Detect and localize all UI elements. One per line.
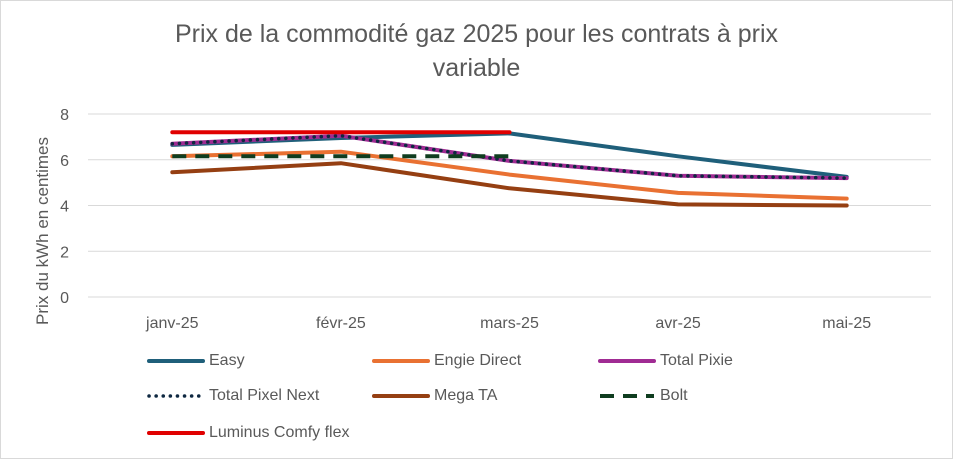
x-tick-label: mars-25 bbox=[480, 315, 539, 332]
legend-item-easy: Easy bbox=[147, 351, 245, 371]
x-tick-label: mai-25 bbox=[822, 315, 871, 332]
legend-swatch-luminus-comfy-flex bbox=[147, 431, 205, 435]
y-tick-label: 8 bbox=[60, 107, 69, 124]
chart-title-line-2: variable bbox=[432, 54, 521, 82]
legend-label: Luminus Comfy flex bbox=[209, 424, 350, 441]
legend-swatch-easy bbox=[147, 359, 205, 363]
legend-label: Easy bbox=[209, 352, 245, 369]
legend-swatch-bolt bbox=[600, 394, 654, 398]
legend-item-total-pixel-next: Total Pixel Next bbox=[147, 386, 319, 406]
y-tick-label: 4 bbox=[60, 199, 69, 216]
legend-label: Total Pixie bbox=[660, 352, 733, 369]
y-tick-label: 2 bbox=[60, 244, 69, 261]
series-line-mega-ta bbox=[170, 161, 849, 208]
y-axis-ticks: 0 2 4 6 8 bbox=[60, 107, 69, 307]
x-tick-label: janv-25 bbox=[145, 315, 199, 332]
legend-swatch-total-pixel-next bbox=[147, 394, 205, 398]
series-line-total-pixel-next bbox=[170, 133, 849, 180]
legend-label: Engie Direct bbox=[434, 352, 522, 369]
y-axis-label: Prix du kWh en centimes bbox=[33, 137, 52, 325]
legend-label: Mega TA bbox=[434, 387, 498, 404]
x-axis-ticks: janv-25 févr-25 mars-25 avr-25 mai-25 bbox=[145, 315, 871, 332]
y-tick-label: 0 bbox=[60, 290, 69, 307]
legend-swatch-total-pixie bbox=[598, 359, 656, 363]
legend-item-bolt: Bolt bbox=[598, 386, 688, 406]
legend-swatch-mega-ta bbox=[372, 394, 430, 398]
y-tick-label: 6 bbox=[60, 153, 69, 170]
chart-title: Prix de la commodité gaz 2025 pour les c… bbox=[1, 17, 952, 85]
legend-swatch-engie-direct bbox=[372, 359, 430, 363]
x-tick-label: avr-25 bbox=[655, 315, 700, 332]
series-lines bbox=[170, 130, 849, 208]
legend-item-luminus-comfy-flex: Luminus Comfy flex bbox=[147, 423, 350, 443]
series-line-engie-direct bbox=[170, 149, 849, 201]
legend-item-mega-ta: Mega TA bbox=[372, 386, 497, 406]
legend-label: Total Pixel Next bbox=[209, 387, 320, 404]
x-tick-label: févr-25 bbox=[316, 315, 366, 332]
legend-label: Bolt bbox=[660, 387, 688, 404]
chart-title-line-1: Prix de la commodité gaz 2025 pour les c… bbox=[174, 20, 779, 48]
legend-item-engie-direct: Engie Direct bbox=[372, 351, 521, 371]
legend-item-total-pixie: Total Pixie bbox=[598, 351, 733, 371]
